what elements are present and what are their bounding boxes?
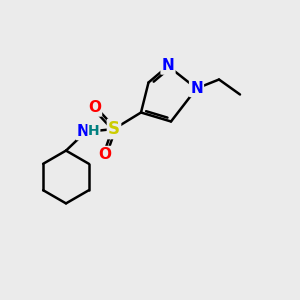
- Text: N: N: [77, 124, 89, 140]
- Text: N: N: [190, 81, 203, 96]
- Text: O: O: [88, 100, 101, 116]
- Text: O: O: [98, 147, 112, 162]
- Text: H: H: [88, 124, 100, 137]
- Text: N: N: [162, 58, 174, 74]
- Text: S: S: [108, 120, 120, 138]
